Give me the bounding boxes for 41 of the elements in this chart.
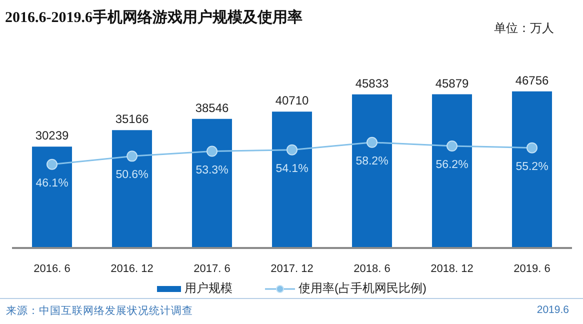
text: 2019.6: [536, 304, 569, 316]
chart-title: 2016.6-2019.6手机网络游戏用户规模及使用率: [5, 8, 302, 27]
data-label: 56.2%: [436, 159, 468, 172]
data-label: 46756: [515, 73, 550, 88]
bar: [192, 118, 232, 248]
data-label: 38546: [195, 100, 230, 115]
point: [46, 158, 58, 170]
bar: [32, 146, 72, 248]
x-tick-label: 2017. 6: [194, 262, 230, 275]
data-label: 40710: [275, 94, 310, 108]
data-label: 53.3%: [196, 164, 228, 176]
data-label: 46.1%: [36, 177, 68, 190]
x-tick-label: 2016. 12: [110, 262, 154, 275]
point: [526, 142, 538, 154]
data-label: 54.1%: [276, 162, 308, 175]
data-label: 30239: [35, 128, 70, 143]
legend-label: 使用率(占手机网民比例): [298, 280, 426, 297]
data-label: 45879: [435, 76, 470, 90]
x-tick-label: 2016. 6: [34, 262, 70, 275]
point: [366, 136, 378, 148]
point: [286, 144, 298, 156]
bar: [112, 130, 152, 248]
data-label: 50.6%: [116, 169, 148, 182]
source-note: 来源：中国互联网络发展状况统计调查: [6, 304, 193, 318]
x-tick-label: 2018. 12: [430, 262, 474, 275]
data-label: 35166: [115, 112, 150, 126]
x-tick-label: 2017. 12: [270, 262, 314, 275]
point: [206, 146, 218, 157]
bar: [272, 112, 312, 248]
point: [446, 140, 458, 152]
bar: [432, 94, 472, 248]
data-label: 58.2%: [356, 155, 388, 168]
legend-label: 用户规模: [184, 280, 232, 297]
x-tick-label: 2019. 6: [514, 262, 550, 275]
data-label: 45833: [355, 76, 390, 90]
point: [126, 150, 138, 162]
data-label: 55.2%: [516, 160, 548, 173]
x-tick-label: 2018. 6: [354, 262, 390, 275]
bar: [512, 91, 552, 248]
bar: [352, 94, 392, 248]
text: 单位：万人: [494, 20, 554, 37]
